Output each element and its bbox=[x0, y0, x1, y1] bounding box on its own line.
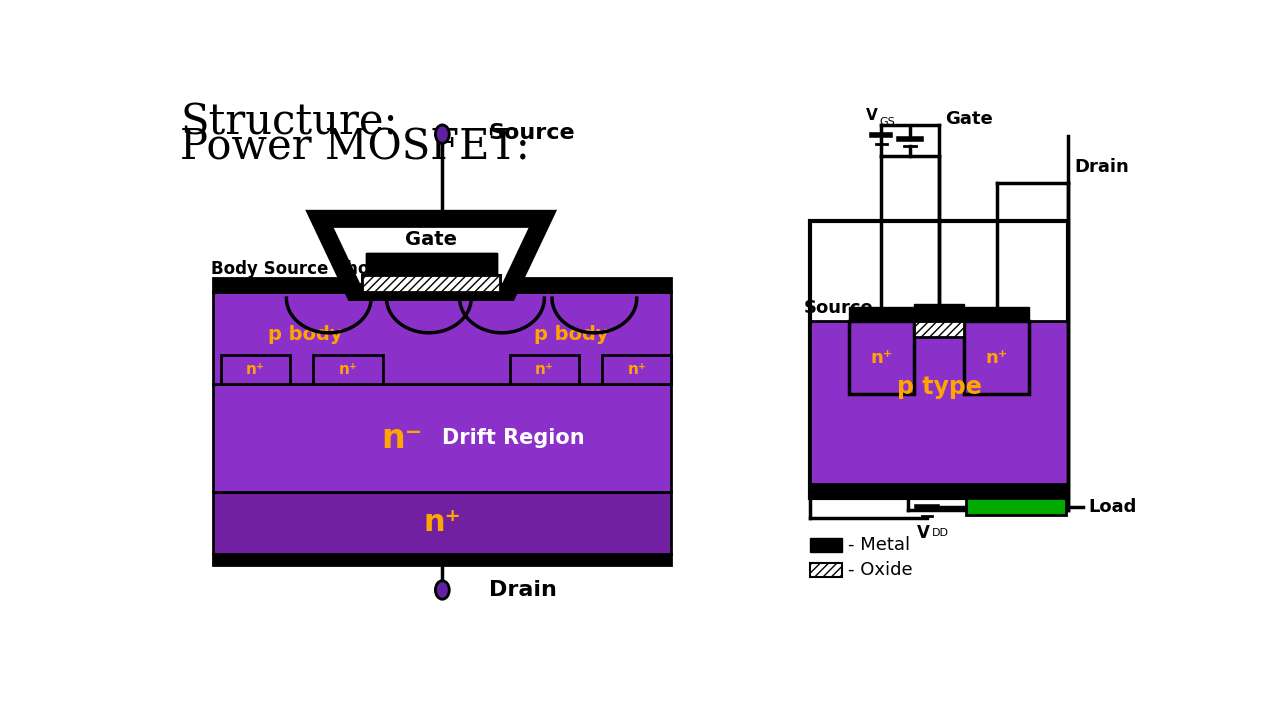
Bar bbox=[362, 275, 500, 292]
Bar bbox=[849, 321, 914, 395]
Text: Gate: Gate bbox=[406, 230, 457, 249]
Bar bbox=[214, 554, 672, 565]
Bar bbox=[914, 305, 964, 321]
Ellipse shape bbox=[435, 125, 449, 143]
Text: n⁺: n⁺ bbox=[627, 362, 646, 377]
Bar bbox=[214, 292, 672, 384]
Text: p type: p type bbox=[896, 375, 982, 400]
Text: Structure:: Structure: bbox=[180, 102, 398, 144]
Text: Body Source Short: Body Source Short bbox=[211, 260, 385, 278]
Bar bbox=[362, 275, 500, 292]
Bar bbox=[214, 492, 672, 554]
Text: n⁺: n⁺ bbox=[535, 362, 554, 377]
Bar bbox=[914, 321, 964, 337]
Text: V: V bbox=[916, 523, 929, 541]
Bar bbox=[366, 253, 497, 275]
Text: - Oxide: - Oxide bbox=[849, 561, 913, 579]
Polygon shape bbox=[320, 219, 543, 292]
Text: - Metal: - Metal bbox=[849, 536, 910, 554]
Text: V: V bbox=[867, 107, 878, 122]
Text: DD: DD bbox=[932, 528, 948, 538]
Text: Drain: Drain bbox=[489, 580, 557, 600]
Text: Source: Source bbox=[489, 123, 575, 143]
Bar bbox=[366, 253, 497, 275]
Text: GS: GS bbox=[879, 117, 896, 127]
Text: p body: p body bbox=[534, 325, 608, 344]
Text: n⁺: n⁺ bbox=[986, 348, 1007, 366]
Text: Drain: Drain bbox=[1074, 158, 1129, 176]
Text: Drift Region: Drift Region bbox=[442, 428, 585, 449]
Text: Load: Load bbox=[1089, 498, 1137, 516]
Text: n⁺: n⁺ bbox=[424, 508, 461, 538]
Text: n⁺: n⁺ bbox=[870, 348, 892, 366]
Bar bbox=[810, 563, 842, 577]
Bar bbox=[964, 321, 1029, 395]
Text: n⁺: n⁺ bbox=[339, 362, 357, 377]
Text: n⁺: n⁺ bbox=[246, 362, 265, 377]
Text: Gate: Gate bbox=[945, 109, 993, 127]
Bar bbox=[849, 307, 914, 321]
Bar bbox=[509, 355, 579, 384]
Text: Power MOSFET:: Power MOSFET: bbox=[180, 127, 530, 168]
Bar bbox=[965, 498, 1066, 516]
Bar bbox=[214, 278, 672, 292]
Bar bbox=[810, 485, 1068, 498]
Text: p body: p body bbox=[269, 325, 343, 344]
Bar bbox=[810, 221, 1068, 498]
Bar bbox=[602, 355, 672, 384]
Text: n⁻: n⁻ bbox=[381, 422, 422, 455]
Bar bbox=[221, 355, 291, 384]
Ellipse shape bbox=[435, 581, 449, 599]
Bar bbox=[314, 355, 383, 384]
Bar bbox=[810, 539, 842, 552]
Bar bbox=[214, 384, 672, 492]
Bar bbox=[964, 307, 1029, 321]
Text: Source: Source bbox=[804, 300, 873, 317]
Bar bbox=[810, 321, 1068, 485]
